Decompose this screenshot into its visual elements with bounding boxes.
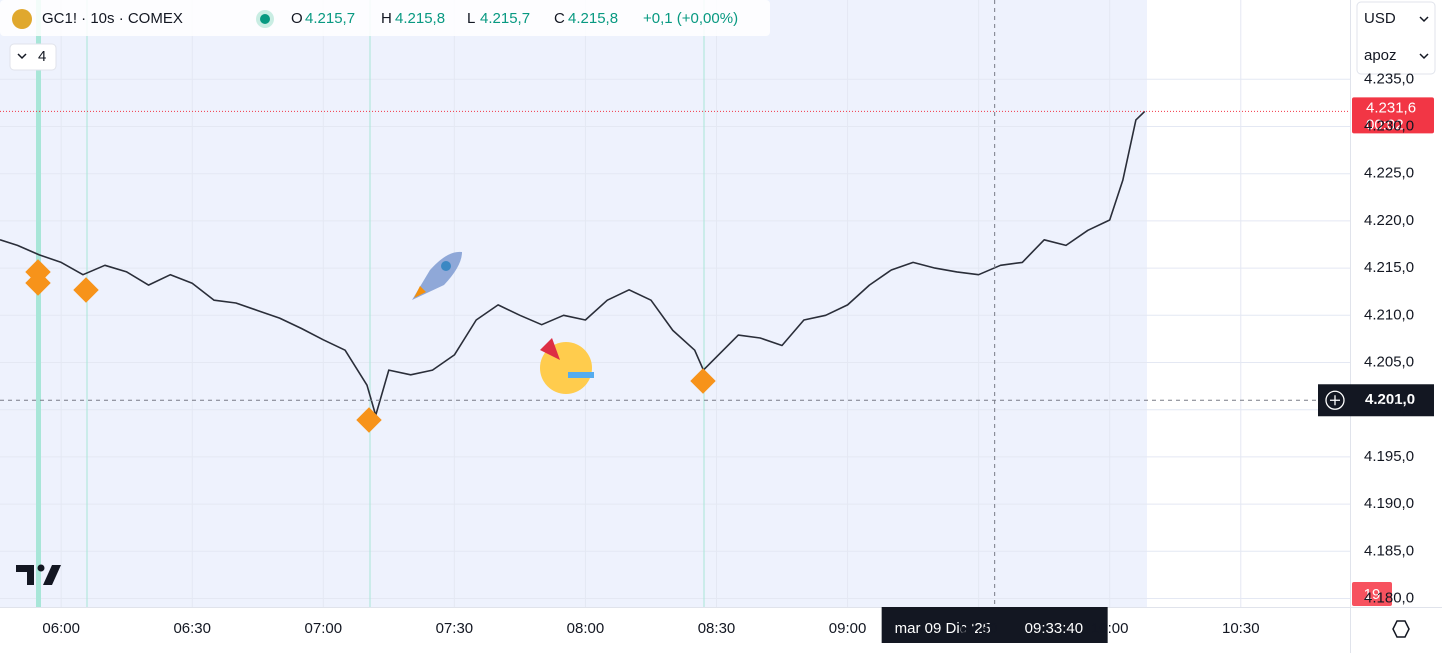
ohlc-key: L bbox=[467, 10, 475, 27]
session-background bbox=[0, 0, 1147, 607]
ohlc-value: 4.215,8 bbox=[395, 10, 445, 27]
diamond-marker bbox=[25, 270, 51, 296]
y-tick-label: 4.215,0 bbox=[1364, 259, 1414, 276]
logo-part bbox=[37, 564, 45, 572]
header-bar bbox=[0, 0, 770, 36]
x-tick-label: 07:30 bbox=[436, 620, 474, 637]
change: +0,1 (+0,00%) bbox=[643, 10, 738, 27]
volume-box bbox=[1352, 582, 1392, 606]
y-tick-label: 4.200,0 bbox=[1364, 401, 1414, 418]
y-tick-label: 4.235,0 bbox=[1364, 70, 1414, 87]
last-price-label: 4.231,6 bbox=[1366, 99, 1416, 116]
y-tick-label: 4.185,0 bbox=[1364, 542, 1414, 559]
symbol[interactable]: GC1! · 10s · COMEX bbox=[42, 10, 183, 27]
ohlc-value: 4.215,7 bbox=[480, 10, 530, 27]
party-hat bbox=[540, 338, 560, 360]
price-line bbox=[0, 110, 1146, 417]
x-tick-label: 06:00 bbox=[42, 620, 80, 637]
diamond-marker bbox=[356, 407, 382, 433]
chevron bbox=[1419, 16, 1429, 23]
diamond-marker bbox=[73, 277, 99, 303]
crosshair-price: 4.201,0 bbox=[1365, 391, 1415, 408]
countdown: 00:02 bbox=[1366, 116, 1404, 133]
grid bbox=[0, 0, 1350, 607]
tradingview-logo bbox=[16, 564, 61, 585]
x-tick-label: 06:30 bbox=[173, 620, 211, 637]
ohlc-key: C bbox=[554, 10, 565, 27]
y-tick-label: 4.210,0 bbox=[1364, 306, 1414, 323]
add-icon bbox=[1330, 395, 1340, 406]
ohlc-key: H bbox=[381, 10, 392, 27]
ohlc-key: O bbox=[291, 10, 303, 27]
chevron bbox=[1419, 53, 1429, 60]
indicators-count[interactable]: 4 bbox=[38, 48, 46, 65]
party-icon bbox=[540, 338, 594, 394]
chevron bbox=[17, 53, 27, 60]
currency-box bbox=[1356, 1, 1436, 75]
x-tick-label: 08:30 bbox=[698, 620, 736, 637]
rocket-icon bbox=[412, 251, 462, 300]
party-horn bbox=[568, 372, 594, 378]
crosshair-price-box bbox=[1352, 384, 1434, 417]
crosshair-date: mar 09 Dic '25 bbox=[895, 620, 991, 637]
logo-part bbox=[16, 565, 34, 585]
x-tick-label: 10:00 bbox=[1091, 620, 1129, 637]
y-tick-label: 4.230,0 bbox=[1364, 117, 1414, 134]
ohlc-value: 4.215,7 bbox=[305, 10, 355, 27]
highlight-line bbox=[36, 0, 41, 607]
x-tick-label: 09:00 bbox=[829, 620, 867, 637]
logo-part bbox=[43, 565, 61, 585]
indicators-toggle[interactable] bbox=[9, 43, 57, 71]
y-tick-label: 4.180,0 bbox=[1364, 589, 1414, 606]
settings-button[interactable] bbox=[1392, 620, 1410, 638]
overlay: 4.231,600:02 4.201,0 mar 09 Dic '25 09:33:4… bbox=[0, 0, 1434, 643]
markers bbox=[25, 259, 716, 433]
rocket-window bbox=[441, 261, 451, 271]
ohlc-value: 4.215,8 bbox=[568, 10, 618, 27]
last-price-box bbox=[1352, 97, 1434, 134]
status-dot bbox=[260, 14, 270, 24]
y-tick-label: 4.205,0 bbox=[1364, 353, 1414, 370]
crosshair-time: 09:33:40 bbox=[1025, 620, 1083, 637]
diamond-marker bbox=[690, 368, 716, 394]
y-tick-label: 4.225,0 bbox=[1364, 165, 1414, 182]
x-tick-label: 08:00 bbox=[567, 620, 605, 637]
crosshair-time-box bbox=[881, 607, 1108, 643]
volume-label: 19 bbox=[1364, 586, 1381, 603]
symbol-icon bbox=[12, 9, 32, 29]
y-tick-label: 4.195,0 bbox=[1364, 448, 1414, 465]
x-tick-label: 07:00 bbox=[305, 620, 343, 637]
y-tick-label: 4.220,0 bbox=[1364, 212, 1414, 229]
x-tick-label: 10:30 bbox=[1222, 620, 1260, 637]
rocket-flame bbox=[414, 286, 426, 298]
plot bbox=[0, 110, 1146, 417]
add-icon bbox=[1325, 390, 1345, 410]
unit[interactable]: apoz bbox=[1364, 47, 1397, 64]
x-tick-label: 09:30 bbox=[960, 620, 998, 637]
y-tick-label: 4.190,0 bbox=[1364, 495, 1414, 512]
currency[interactable]: USD bbox=[1364, 10, 1396, 27]
